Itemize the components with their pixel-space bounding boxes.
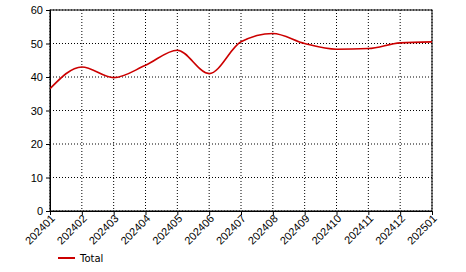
grid: [50, 10, 432, 211]
y-tick-label: 20: [31, 138, 43, 150]
x-tick: 202407: [214, 211, 248, 247]
x-tick: 202403: [86, 211, 120, 247]
x-tick-label: 202406: [182, 212, 216, 246]
legend-swatch: [58, 257, 75, 259]
x-tick: 202404: [118, 211, 152, 247]
legend: Total: [58, 253, 103, 264]
y-tick-mark: [46, 144, 50, 145]
grid-line-x: [145, 10, 146, 211]
x-tick-label: 202410: [309, 212, 343, 246]
x-tick: 202409: [277, 211, 311, 247]
y-tick-label: 30: [31, 105, 43, 117]
y-tick-mark: [46, 111, 50, 112]
grid-line-y: [50, 144, 432, 145]
x-tick: 202411: [342, 211, 376, 246]
y-tick: 30: [31, 105, 50, 117]
x-tick: 202405: [150, 211, 184, 247]
grid-line-y: [50, 177, 432, 178]
x-tick-label: 202409: [277, 212, 311, 246]
grid-line-x: [241, 10, 242, 211]
grid-line-x: [368, 10, 369, 211]
y-tick: 40: [31, 71, 50, 83]
x-tick: 202501: [405, 211, 439, 247]
x-tick-label: 202402: [54, 212, 88, 246]
plot-frame: [50, 10, 432, 211]
series-line: [50, 33, 432, 88]
y-tick-mark: [46, 77, 50, 78]
y-tick: 50: [31, 38, 50, 50]
y-tick-mark: [46, 10, 50, 11]
y-tick-label: 40: [31, 71, 43, 83]
grid-line-x: [177, 10, 178, 211]
grid-line-y: [50, 110, 432, 111]
y-tick: 60: [31, 4, 50, 16]
y-tick-mark: [46, 178, 50, 179]
grid-line-x: [113, 10, 114, 211]
x-tick: 202402: [54, 211, 88, 247]
y-tick-label: 60: [31, 4, 43, 16]
grid-line-x: [209, 10, 210, 211]
x-tick-label: 202412: [373, 212, 407, 246]
plot-area: [50, 33, 432, 88]
x-tick-label: 202405: [150, 212, 184, 246]
x-tick-label: 202401: [23, 212, 57, 246]
x-axis: 2024012024022024032024042024052024062024…: [23, 211, 439, 247]
x-tick: 202406: [182, 211, 216, 247]
x-tick-label: 202501: [405, 212, 439, 246]
y-axis: 0 10 20 30 40 50 60: [31, 4, 51, 217]
y-tick-label: 0: [37, 205, 43, 217]
x-tick: 202401: [23, 211, 57, 247]
grid-line-x: [304, 10, 305, 211]
x-tick-label: 202408: [245, 212, 279, 246]
grid-line-x: [336, 10, 337, 211]
y-tick-label: 50: [31, 38, 43, 50]
y-tick: 10: [31, 172, 50, 184]
chart: 0102030405060202401202402202403202404202…: [0, 0, 466, 272]
x-tick: 202408: [245, 211, 279, 247]
y-tick-mark: [46, 44, 50, 45]
x-tick: 202412: [373, 211, 407, 247]
x-tick-label: 202403: [86, 212, 120, 246]
y-tick-label: 10: [31, 172, 43, 184]
legend-label: Total: [79, 253, 103, 264]
x-tick-label: 202407: [214, 212, 248, 246]
x-tick-label: 202411: [342, 212, 376, 246]
x-tick-label: 202404: [118, 212, 152, 246]
grid-line-x: [400, 10, 401, 211]
y-tick: 20: [31, 138, 50, 150]
grid-line-x: [272, 10, 273, 211]
grid-line-x: [81, 10, 82, 211]
x-tick: 202410: [309, 211, 343, 247]
